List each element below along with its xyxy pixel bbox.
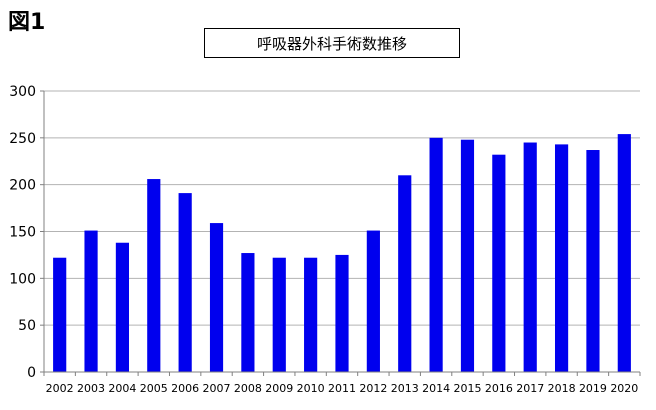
x-tick-label: 2009 (265, 382, 293, 395)
bars (53, 134, 631, 372)
y-tick-label: 50 (18, 318, 36, 334)
x-tick-label: 2012 (359, 382, 387, 395)
bar-2012 (366, 230, 380, 372)
bar-2003 (84, 230, 98, 372)
y-tick-label: 150 (9, 225, 36, 241)
chart-title: 呼吸器外科手術数推移 (204, 28, 460, 58)
x-tick-label: 2005 (140, 382, 168, 395)
x-tick-labels: 2002 2003 2004 2005 2006 2007 2008 2009 2010 2011… (46, 382, 639, 395)
x-tick-label: 2015 (453, 382, 481, 395)
bar-2010 (304, 257, 318, 372)
bar-2015 (460, 139, 475, 372)
x-tick-label: 2020 (610, 382, 638, 395)
x-tick-label: 2016 (485, 382, 513, 395)
x-tick-label: 2007 (203, 382, 231, 395)
x-tick-label: 2003 (77, 382, 105, 395)
bar-2018 (554, 144, 569, 372)
bar-2005 (147, 179, 161, 372)
y-tick-label: 100 (9, 271, 36, 287)
x-tick-label: 2018 (548, 382, 576, 395)
x-tick-label: 2006 (171, 382, 199, 395)
bar-2011 (335, 254, 349, 372)
y-tick-labels: 0 50 100 150 200 250 300 (9, 84, 36, 381)
x-tick-label: 2014 (422, 382, 450, 395)
x-tick-label: 2002 (46, 382, 74, 395)
bar-2020 (617, 134, 631, 372)
y-tick-label: 250 (9, 131, 36, 147)
bar-2008 (241, 253, 255, 372)
bar-2006 (178, 193, 192, 372)
bar-2009 (272, 257, 286, 372)
y-tick-label: 200 (9, 178, 36, 194)
bar-2019 (586, 150, 600, 372)
y-tick-label: 0 (27, 365, 36, 381)
bar-2007 (209, 223, 224, 372)
axes (40, 90, 641, 376)
x-tick-label: 2011 (328, 382, 356, 395)
bar-2017 (523, 142, 537, 372)
x-tick-label: 2013 (391, 382, 419, 395)
x-tick-label: 2017 (516, 382, 544, 395)
bar-2002 (53, 257, 67, 372)
x-tick-label: 2008 (234, 382, 262, 395)
x-tick-label: 2019 (579, 382, 607, 395)
bar-2016 (492, 154, 506, 372)
bar-2014 (429, 137, 443, 372)
y-tick-label: 300 (9, 84, 36, 100)
bar-2013 (398, 175, 412, 372)
x-tick-label: 2004 (108, 382, 136, 395)
bar-2004 (115, 242, 130, 372)
x-tick-label: 2010 (297, 382, 325, 395)
figure-label: 図1 (8, 10, 46, 35)
